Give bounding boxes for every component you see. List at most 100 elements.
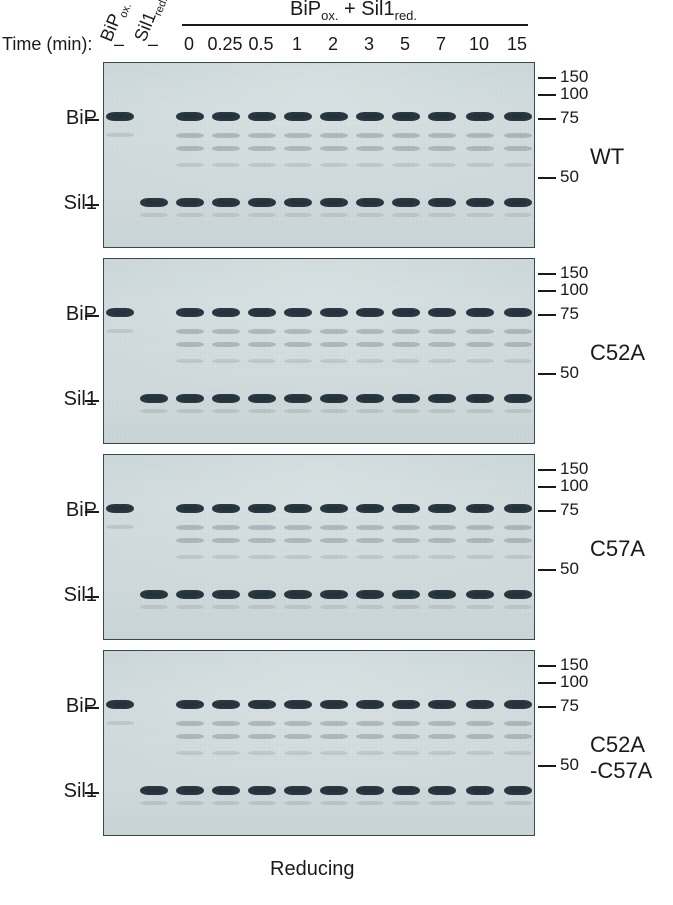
band [320,786,348,795]
band [176,504,204,513]
mw-label: 50 [560,363,579,383]
band [504,308,532,317]
band [176,751,204,755]
band [248,359,276,363]
condition-label: C57A [590,536,645,562]
band [504,605,532,609]
mw-label: 100 [560,476,588,496]
band [504,359,532,363]
gel-image [103,650,535,836]
band [356,504,384,513]
time-value: 7 [436,34,446,55]
band [284,734,312,739]
lane [282,63,314,247]
band [176,786,204,795]
band [106,112,134,121]
mw-tick [538,486,556,488]
band [284,394,312,403]
band [284,801,312,805]
band [428,786,456,795]
band [176,801,204,805]
band [248,538,276,543]
band [504,538,532,543]
lane [174,259,206,443]
band [320,198,348,207]
band [248,112,276,121]
band [320,146,348,151]
band [428,359,456,363]
lane [210,455,242,639]
band [248,163,276,167]
band [466,394,494,403]
lane [282,259,314,443]
row-label-sil1-tick [85,596,99,598]
band [248,721,276,726]
band [504,801,532,805]
band [392,213,420,217]
bottom-label-reducing: Reducing [270,858,355,881]
band [176,146,204,151]
band [284,590,312,599]
gel-panel [103,650,535,836]
lane [354,455,386,639]
band [248,133,276,138]
mw-tick [538,177,556,179]
band [140,198,168,207]
band [392,801,420,805]
band [176,213,204,217]
band [428,409,456,413]
band [248,394,276,403]
mw-label: 100 [560,672,588,692]
band [466,342,494,347]
band [176,525,204,530]
band [504,555,532,559]
lane [138,259,170,443]
lane [502,651,534,835]
lane [174,455,206,639]
mw-tick [538,682,556,684]
mw-label: 100 [560,280,588,300]
lane [246,63,278,247]
band [356,525,384,530]
lane [138,651,170,835]
band [284,538,312,543]
band [356,751,384,755]
band [428,308,456,317]
band [392,504,420,513]
band [140,409,168,413]
lane [138,455,170,639]
band [212,329,240,334]
band [248,751,276,755]
band [284,342,312,347]
figure-root: BiPox. Sil1red. BiPox. + Sil1red. Time (… [0,0,673,905]
band [356,801,384,805]
time-value: 1 [292,34,302,55]
band [428,213,456,217]
row-label-bip-tick [85,119,99,121]
band [504,112,532,121]
lane [104,651,136,835]
band [212,721,240,726]
band [106,504,134,513]
band [212,801,240,805]
band [504,700,532,709]
band [392,308,420,317]
band [176,555,204,559]
band [356,555,384,559]
range-left: BiP [290,0,321,20]
band [106,700,134,709]
band [320,721,348,726]
lane [282,651,314,835]
band [428,133,456,138]
band [212,590,240,599]
band [320,801,348,805]
lane [464,259,496,443]
band [428,590,456,599]
mw-tick [538,706,556,708]
lane [318,259,350,443]
band [466,786,494,795]
band [284,504,312,513]
band [284,308,312,317]
band [320,504,348,513]
band [428,555,456,559]
